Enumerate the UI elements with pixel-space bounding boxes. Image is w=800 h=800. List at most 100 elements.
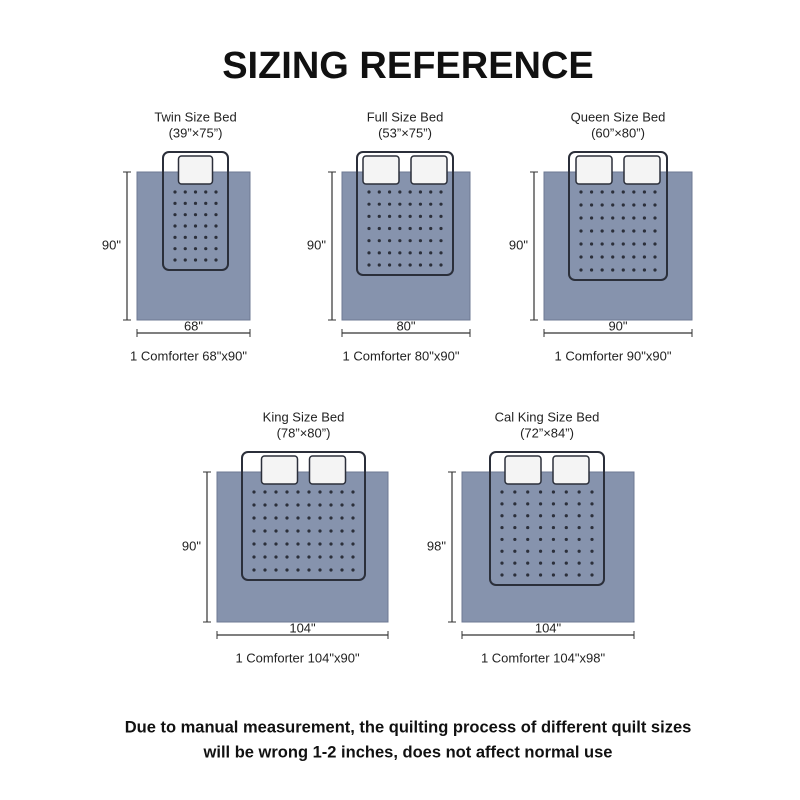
quilt-dot: [318, 503, 322, 507]
quilt-dot: [577, 549, 581, 553]
quilt-dot: [418, 190, 423, 194]
quilt-dot: [513, 514, 517, 518]
width-label: 104": [289, 620, 316, 635]
quilt-dot: [600, 268, 604, 272]
comforter: [341, 171, 471, 321]
quilt-dot: [377, 190, 381, 194]
quilt-dot: [579, 255, 583, 259]
quilt-dot: [551, 549, 556, 553]
quilt-dot: [642, 190, 647, 194]
quilt-dot: [526, 525, 530, 530]
quilt-dot: [183, 224, 187, 228]
quilt-dot: [204, 201, 208, 205]
quilt-dot: [263, 568, 267, 572]
quilt-dot: [621, 242, 625, 246]
comforter-caption: 1 Comforter 104"x98": [481, 650, 606, 665]
quilt-dot: [252, 529, 256, 533]
quilt-dot: [204, 235, 208, 239]
quilt-dot: [600, 190, 604, 194]
quilt-dot: [274, 490, 278, 494]
quilt-dot: [526, 514, 530, 518]
quilt-dot: [500, 537, 504, 542]
quilt-dot: [377, 263, 381, 267]
quilt-dot: [632, 229, 636, 233]
quilt-dot: [564, 561, 568, 565]
quilt-dot: [263, 516, 267, 520]
quilt-dot: [418, 226, 423, 231]
quilt-dot: [204, 224, 208, 228]
quilt-dot: [377, 226, 381, 231]
quilt-dot: [329, 555, 333, 559]
comforter-caption: 1 Comforter 104"x90": [235, 650, 360, 665]
quilt-dot: [408, 202, 412, 206]
quilt-dot: [351, 568, 355, 572]
quilt-dot: [579, 216, 583, 220]
quilt-dot: [398, 190, 402, 194]
quilt-dot: [252, 542, 256, 546]
quilt-dot: [632, 190, 636, 194]
quilt-dot: [429, 202, 433, 206]
quilt-dot: [263, 555, 267, 559]
quilt-dot: [252, 555, 256, 559]
quilt-dot: [564, 573, 568, 577]
quilt-dot: [642, 268, 647, 272]
quilt-dot: [377, 251, 381, 255]
quilt-dot: [307, 568, 311, 572]
quilt-dot: [408, 214, 412, 218]
quilt-dot: [418, 263, 423, 267]
bed-name: Full Size Bed: [367, 109, 444, 124]
quilt-dot: [577, 490, 581, 494]
quilt-dot: [611, 190, 615, 194]
quilt-dot: [408, 263, 412, 267]
quilt-dot: [564, 502, 568, 506]
quilt-dot: [653, 190, 657, 194]
quilt-dot: [439, 239, 443, 243]
quilt-dot: [579, 229, 583, 233]
pillow: [308, 455, 347, 485]
quilt-dot: [183, 258, 187, 262]
comforter-caption: 1 Comforter 68"x90": [130, 348, 247, 363]
quilt-dot: [252, 516, 256, 520]
quilt-dot: [296, 490, 300, 494]
quilt-dot: [274, 555, 278, 559]
quilt-dot: [318, 542, 322, 546]
quilt-dot: [367, 226, 371, 231]
quilt-dot: [500, 561, 504, 565]
bed-outline: [241, 451, 366, 581]
quilt-dot: [600, 242, 604, 246]
quilt-dot: [274, 542, 278, 546]
quilt-dot: [367, 263, 371, 267]
quilt-dot: [513, 537, 517, 542]
quilt-dot: [307, 555, 311, 559]
quilt-dot: [367, 202, 371, 206]
quilt-dot: [642, 229, 647, 233]
quilt-dot: [653, 255, 657, 259]
quilt-dot: [367, 214, 371, 218]
comforter: [216, 471, 389, 623]
comforter-caption: 1 Comforter 90"x90": [555, 348, 672, 363]
quilt-dot: [274, 516, 278, 520]
quilt-dot: [500, 502, 504, 506]
quilt-dot: [307, 516, 311, 520]
bed-name: King Size Bed: [263, 409, 345, 424]
quilt-dot: [263, 503, 267, 507]
quilt-dot: [377, 202, 381, 206]
quilt-dot: [600, 216, 604, 220]
height-label: 90": [182, 538, 201, 553]
comforter: [136, 171, 251, 321]
quilt-dot: [183, 201, 187, 205]
pillow: [575, 155, 613, 185]
quilt-dot: [214, 201, 218, 205]
quilt-dot: [398, 263, 402, 267]
quilt-dot: [538, 549, 543, 553]
quilt-dot: [621, 216, 625, 220]
quilt-dot: [429, 263, 433, 267]
quilt-dot: [351, 529, 355, 533]
quilt-dot: [564, 549, 568, 553]
quilt-dot: [590, 514, 594, 518]
comforter: [543, 171, 693, 321]
quilt-dot: [351, 490, 355, 494]
quilt-dot: [589, 255, 594, 259]
width-label: 90": [608, 318, 627, 333]
pillow: [410, 155, 448, 185]
